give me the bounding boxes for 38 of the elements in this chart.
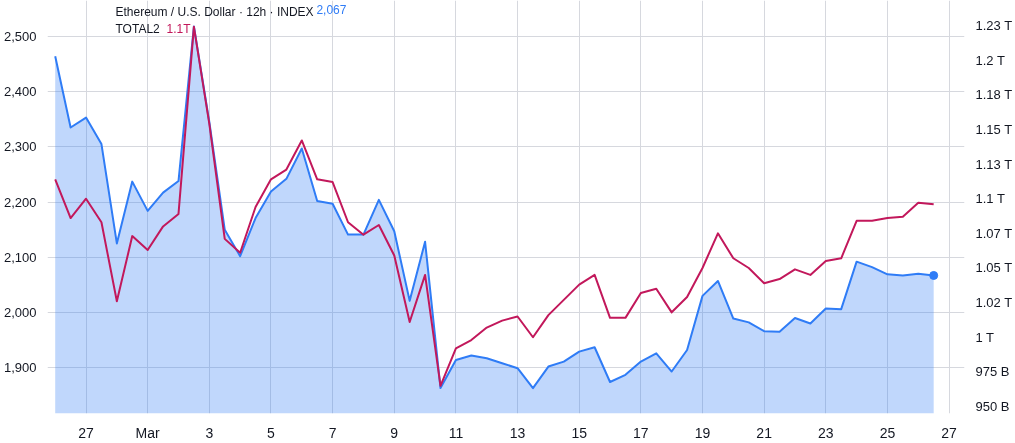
annotation: 1.1T (166, 21, 192, 36)
y2-tick-label: 1.1 T (975, 191, 1005, 207)
y2-tick-label: 1.18 T (975, 87, 1013, 103)
x-tick-label: 15 (571, 424, 588, 441)
y2-tick-label: 1.15 T (975, 121, 1013, 137)
y2-tick-label: 1.02 T (975, 295, 1013, 311)
x-tick-label: 11 (448, 424, 464, 441)
x-tick-label: 27 (941, 424, 958, 441)
y2-tick-label: 1.2 T (975, 52, 1005, 68)
y2-tick-label: 975 B (975, 364, 1010, 380)
y2-tick-label: 1.13 T (975, 156, 1013, 172)
y-tick-label: 2,400 (3, 84, 37, 100)
x-tick-label: 23 (818, 424, 834, 441)
y2-tick-label: 1.23 T (975, 17, 1013, 33)
y-tick-label: 2,300 (3, 139, 37, 155)
x-tick-label: 7 (328, 424, 337, 441)
x-tick-label: 3 (205, 424, 214, 441)
y-tick-label: 2,000 (3, 304, 37, 320)
x-tick-label: 13 (509, 424, 526, 441)
x-tick-label: Mar (135, 424, 161, 441)
y2-tick-label: 1 T (975, 329, 995, 345)
y2-tick-label: 950 B (975, 399, 1010, 415)
x-tick-label: 19 (694, 424, 711, 441)
y-tick-label: 2,200 (3, 194, 37, 210)
x-tick-label: 5 (267, 424, 276, 441)
x-tick-label: 17 (633, 424, 649, 441)
x-tick-label: 27 (78, 424, 95, 441)
y2-tick-label: 1.05 T (975, 260, 1013, 276)
x-tick-label: 25 (879, 424, 896, 441)
y2-tick-label: 1.07 T (975, 225, 1013, 241)
annotation: 2,067 (316, 2, 347, 17)
x-tick-label: 9 (390, 424, 399, 441)
x-tick-label: 21 (756, 424, 773, 441)
y-tick-label: 2,100 (3, 249, 37, 265)
text: TOTAL2 (115, 21, 161, 36)
y-tick-label: 1,900 (3, 360, 37, 376)
y-tick-label: 2,500 (3, 28, 37, 44)
text: Ethereum / U.S. Dollar · 12h · INDEX (115, 4, 314, 19)
